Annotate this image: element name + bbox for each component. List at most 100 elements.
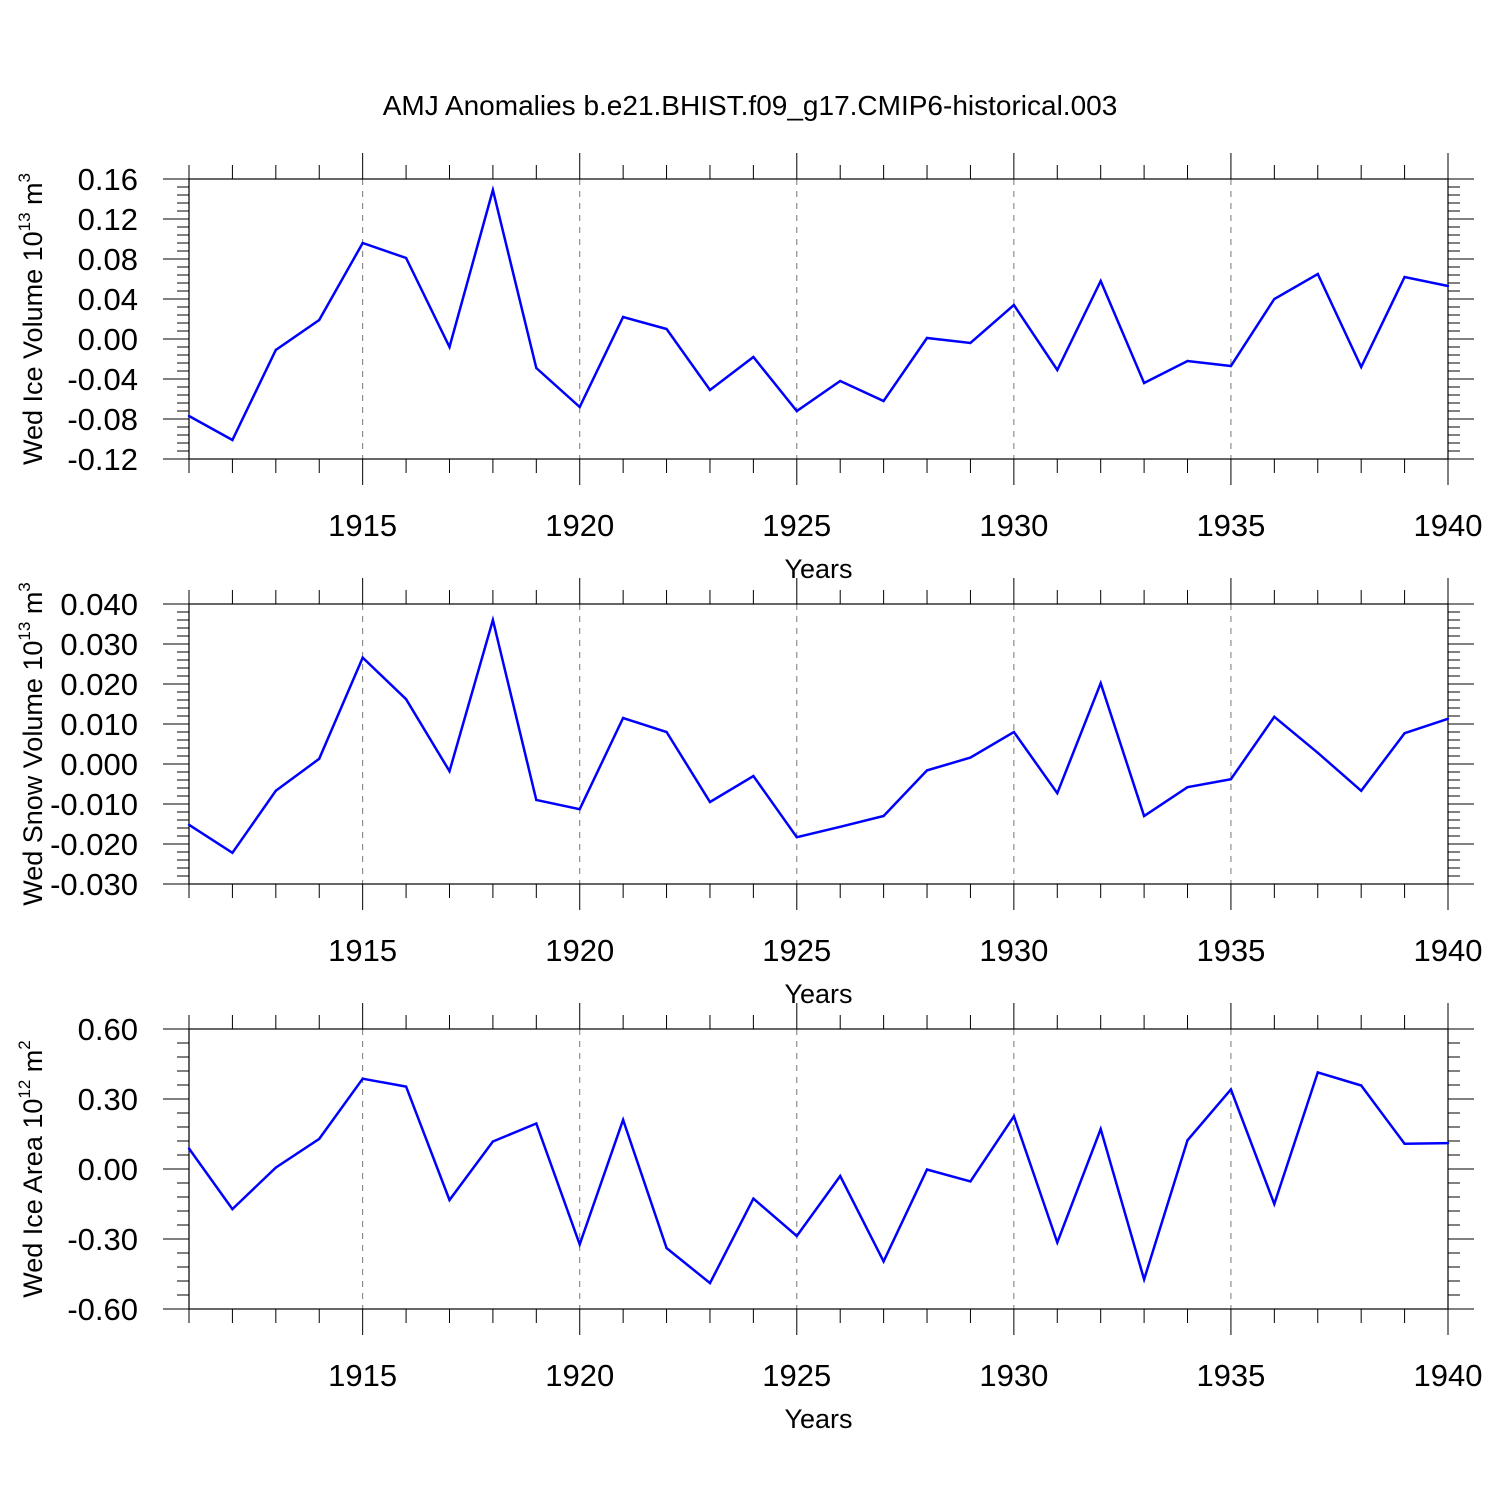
data-point (1229, 364, 1233, 368)
data-point (969, 341, 972, 345)
series-line (187, 1070, 1449, 1286)
data-point (1403, 732, 1406, 735)
data-point (665, 327, 668, 331)
data-point (535, 798, 538, 802)
y-tick-label: -0.30 (67, 1222, 138, 1257)
x-tick-label: 1920 (545, 508, 614, 543)
data-point (1446, 717, 1450, 720)
data-point (1099, 682, 1102, 685)
y-tick-label: 0.020 (60, 667, 138, 702)
data-point (621, 1118, 625, 1121)
data-point (1142, 814, 1146, 818)
data-point (621, 716, 625, 720)
data-point (318, 318, 321, 322)
data-point (1186, 786, 1189, 789)
x-axis-label: Years (784, 979, 852, 1009)
data-point (578, 1243, 581, 1246)
x-tick-label: 1915 (328, 933, 397, 968)
x-tick-label: 1915 (328, 1358, 397, 1393)
data-point (969, 1180, 972, 1183)
data-point (1099, 279, 1102, 283)
y-tick-label: 0.12 (78, 202, 138, 237)
chart-title: AMJ Anomalies b.e21.BHIST.f09_g17.CMIP6-… (383, 90, 1118, 121)
y-tick-label: -0.08 (67, 402, 138, 437)
x-tick-label: 1925 (762, 1358, 831, 1393)
data-point (1142, 381, 1146, 385)
data-point (1359, 789, 1363, 792)
y-axis-label-unit-exponent: 3 (15, 173, 34, 182)
data-point (1316, 751, 1319, 754)
x-axis-label: Years (784, 554, 852, 584)
data-point (665, 1246, 668, 1250)
x-tick-label: 1925 (762, 933, 831, 968)
y-axis-label-unit: m (18, 1050, 48, 1080)
data-point (274, 1166, 278, 1169)
x-tick-label: 1920 (545, 1358, 614, 1393)
x-tick-label: 1940 (1414, 508, 1483, 543)
data-point (535, 1122, 538, 1125)
y-axis-label: Wed Ice Area 1012 m2 (15, 1040, 48, 1298)
y-tick-label: 0.00 (78, 1152, 138, 1187)
data-point (318, 757, 321, 760)
data-point (231, 438, 234, 442)
data-point (361, 1077, 364, 1080)
data-point (1273, 715, 1276, 718)
data-point (231, 851, 234, 854)
plot-frame (188, 178, 1449, 460)
y-tick-label: 0.030 (60, 627, 138, 662)
y-tick-label: 0.040 (60, 587, 138, 622)
x-tick-label: 1935 (1196, 508, 1265, 543)
data-point (795, 1234, 798, 1238)
data-point (404, 698, 408, 701)
x-tick-label: 1920 (545, 933, 614, 968)
data-point (448, 1198, 451, 1202)
data-point (882, 814, 885, 818)
panels: -0.12 -0.08 -0.04 0.00 0.04 0.08 0.12 0.16 1915 1… (15, 153, 1482, 1434)
y-tick-label: 0.16 (78, 162, 138, 197)
y-axis-label-main: Wed Ice Volume 10 (18, 231, 48, 465)
series-line (188, 185, 1449, 442)
x-tick-label: 1915 (328, 508, 397, 543)
data-point (318, 1137, 321, 1141)
data-point (187, 1147, 191, 1150)
y-axis-label: Wed Ice Volume 1013 m3 (15, 173, 48, 465)
data-point (1403, 275, 1406, 279)
data-point (708, 388, 712, 392)
data-point (491, 618, 495, 622)
x-tick-label: 1935 (1196, 933, 1265, 968)
y-axis-label: Wed Snow Volume 1013 m3 (15, 582, 48, 906)
data-point (1142, 1278, 1146, 1281)
y-axis-label-unit: m (18, 592, 48, 622)
y-axis-label-unit: m (18, 182, 48, 212)
data-point (795, 836, 798, 839)
plot-frame (188, 1028, 1449, 1310)
y-tick-label: 0.000 (60, 747, 138, 782)
data-point (795, 409, 798, 413)
data-point (578, 405, 581, 409)
data-point (1186, 359, 1189, 363)
data-point (1056, 368, 1059, 372)
data-point (274, 348, 278, 352)
data-point (1012, 303, 1016, 307)
y-tick-label: -0.030 (50, 867, 138, 902)
chart-panel-3: -0.60 -0.30 0.00 0.30 0.60 1915 1920 1925 1930 19… (15, 1003, 1482, 1434)
data-point (1012, 730, 1016, 734)
data-point (231, 1207, 234, 1211)
data-point (925, 1168, 929, 1171)
data-point (361, 656, 364, 659)
y-tick-label: 0.30 (78, 1082, 138, 1117)
data-point (752, 774, 755, 778)
y-axis-label-exponent: 13 (15, 212, 34, 231)
x-tick-label: 1925 (762, 508, 831, 543)
y-tick-label: -0.010 (50, 787, 138, 822)
data-point (1273, 297, 1276, 301)
y-tick-label: 0.010 (60, 707, 138, 742)
data-point (448, 770, 451, 773)
y-axis-label-main: Wed Ice Area 10 (18, 1099, 48, 1298)
data-point (1316, 272, 1319, 276)
y-axis-label-unit-exponent: 2 (15, 1040, 34, 1049)
data-point (361, 241, 364, 245)
chart-panel-2: -0.030 -0.020 -0.010 0.000 0.010 0.020 0.030 0.… (15, 578, 1482, 1009)
data-point (187, 823, 191, 826)
y-tick-label: -0.020 (50, 827, 138, 862)
